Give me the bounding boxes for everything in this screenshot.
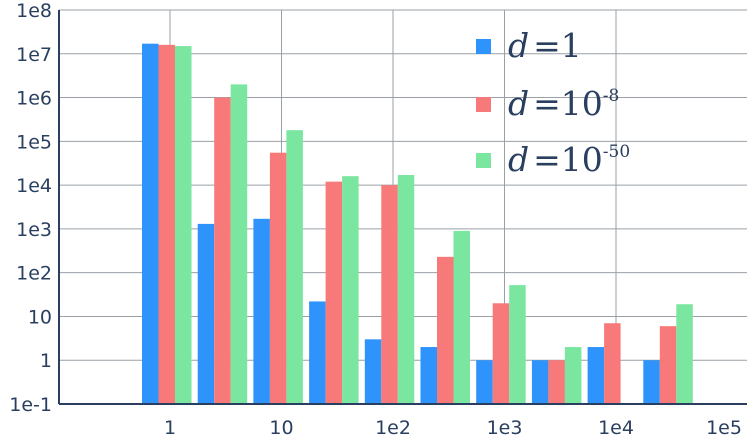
bar xyxy=(437,256,454,404)
bar xyxy=(253,218,270,404)
bar xyxy=(214,97,231,404)
bar xyxy=(269,152,287,404)
bar xyxy=(604,323,621,404)
bar xyxy=(453,230,470,404)
legend: d =1d =10-8d =10-50 xyxy=(476,26,630,179)
bar xyxy=(175,46,192,404)
bar xyxy=(364,339,382,404)
bar xyxy=(509,285,526,404)
legend-variable: d xyxy=(508,84,529,123)
legend-variable: d xyxy=(508,140,529,179)
x-tick-label: 1e4 xyxy=(598,417,634,436)
x-tick-label: 10 xyxy=(269,417,293,436)
legend-value: =10 xyxy=(533,140,603,179)
y-tick-label: 10 xyxy=(28,306,52,328)
x-tick-label: 1 xyxy=(164,417,176,436)
bar xyxy=(230,84,248,404)
bar xyxy=(564,347,582,404)
x-tick-label: 1e2 xyxy=(375,417,411,436)
bars xyxy=(142,43,693,405)
legend-exponent: -8 xyxy=(603,86,620,106)
bar xyxy=(397,175,415,404)
x-tick-label: 1e5 xyxy=(706,417,742,436)
bar xyxy=(197,223,215,404)
y-tick-label: 1e-1 xyxy=(9,394,52,416)
bar xyxy=(342,176,359,404)
bar xyxy=(548,360,565,404)
bar xyxy=(659,326,677,404)
x-tick-label: 1e3 xyxy=(487,417,523,436)
legend-swatch xyxy=(476,97,491,112)
legend-entry: d =10-8 xyxy=(508,84,619,123)
legend-variable: d xyxy=(508,26,529,65)
bar xyxy=(531,360,549,404)
bar xyxy=(158,44,175,405)
bar xyxy=(587,347,605,404)
y-tick-label: 1e6 xyxy=(16,88,52,110)
y-tick-label: 1e5 xyxy=(16,131,52,153)
bar xyxy=(420,347,437,404)
bar xyxy=(142,43,159,404)
bar xyxy=(381,185,398,404)
y-tick-label: 1e8 xyxy=(16,0,52,22)
legend-swatch xyxy=(476,39,491,54)
legend-entry: d =1 xyxy=(508,26,582,65)
y-tick-label: 1e4 xyxy=(16,175,52,197)
legend-entry: d =10-50 xyxy=(508,140,630,179)
bar xyxy=(309,301,326,404)
y-tick-label: 1e2 xyxy=(16,263,52,285)
bar xyxy=(286,130,303,404)
legend-exponent: -50 xyxy=(603,142,630,162)
bar xyxy=(492,303,510,404)
bar xyxy=(676,304,693,404)
legend-swatch xyxy=(476,153,491,168)
y-tick-label: 1 xyxy=(40,350,52,372)
y-tick-label: 1e7 xyxy=(16,44,52,66)
bar xyxy=(325,181,343,404)
legend-value: =10 xyxy=(533,84,603,123)
legend-value: =1 xyxy=(533,26,582,65)
bar xyxy=(643,360,660,404)
y-tick-label: 1e3 xyxy=(16,219,52,241)
bar xyxy=(476,360,493,404)
